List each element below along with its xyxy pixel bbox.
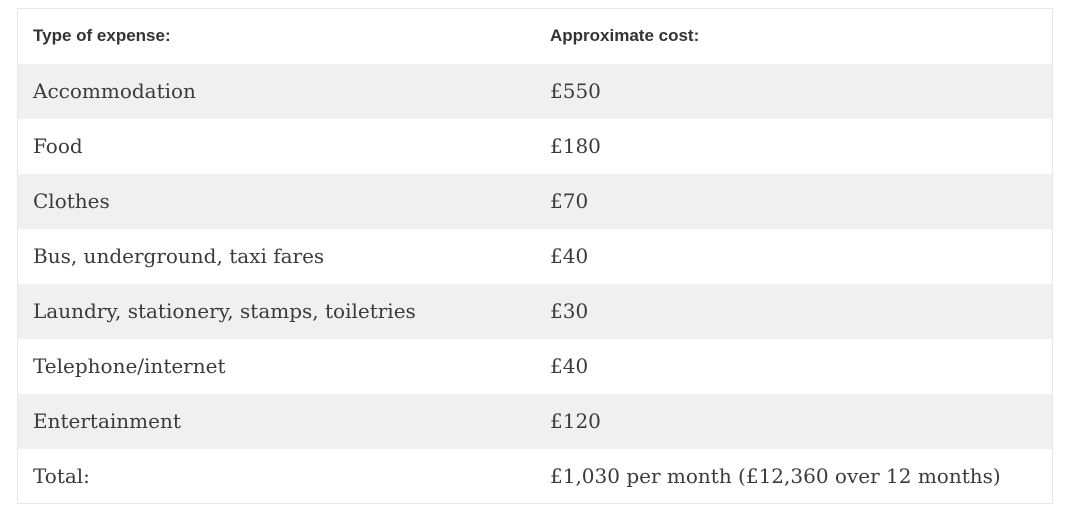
expense-cost-cell: £120 [550,409,601,433]
expense-cost-cell: £30 [550,299,589,323]
expense-cost-cell: £180 [550,134,601,158]
table-row-laundry: Laundry, stationery, stamps, toiletries … [17,283,1053,339]
table-row-accommodation: Accommodation £550 [17,63,1053,119]
expense-type-cell: Food [33,134,83,158]
table-row-total: Total: £1,030 per month (£12,360 over 12… [17,448,1053,504]
expense-cost-cell: £70 [550,189,589,213]
expense-type-cell: Laundry, stationery, stamps, toiletries [33,299,416,323]
column-header-type: Type of expense: [17,8,535,64]
expense-type-cell: Clothes [33,189,110,213]
expense-type-cell: Telephone/internet [33,354,226,378]
table-row-food: Food £180 [17,118,1053,174]
total-cost-cell: £1,030 per month (£12,360 over 12 months… [550,463,1001,488]
expenses-table-body: Accommodation £550 Food £180 Clothes £70… [17,63,1053,504]
expenses-table: Type of expense: Approximate cost: Accom… [17,8,1053,504]
table-row-telephone: Telephone/internet £40 [17,338,1053,394]
expenses-table-header: Type of expense: Approximate cost: [17,8,1053,64]
expense-cost-cell: £550 [550,79,601,103]
table-row-transport: Bus, underground, taxi fares £40 [17,228,1053,284]
expense-cost-cell: £40 [550,244,589,268]
expense-type-cell: Entertainment [33,409,181,433]
expense-type-cell: Bus, underground, taxi fares [33,244,325,268]
column-header-cost: Approximate cost: [535,8,1053,64]
table-row-clothes: Clothes £70 [17,173,1053,229]
expense-cost-cell: £40 [550,354,589,378]
header-row: Type of expense: Approximate cost: [17,8,1053,64]
expenses-table-container: Type of expense: Approximate cost: Accom… [17,8,1053,504]
total-label-cell: Total: [33,463,90,488]
table-row-entertainment: Entertainment £120 [17,393,1053,449]
expense-type-cell: Accommodation [33,79,196,103]
